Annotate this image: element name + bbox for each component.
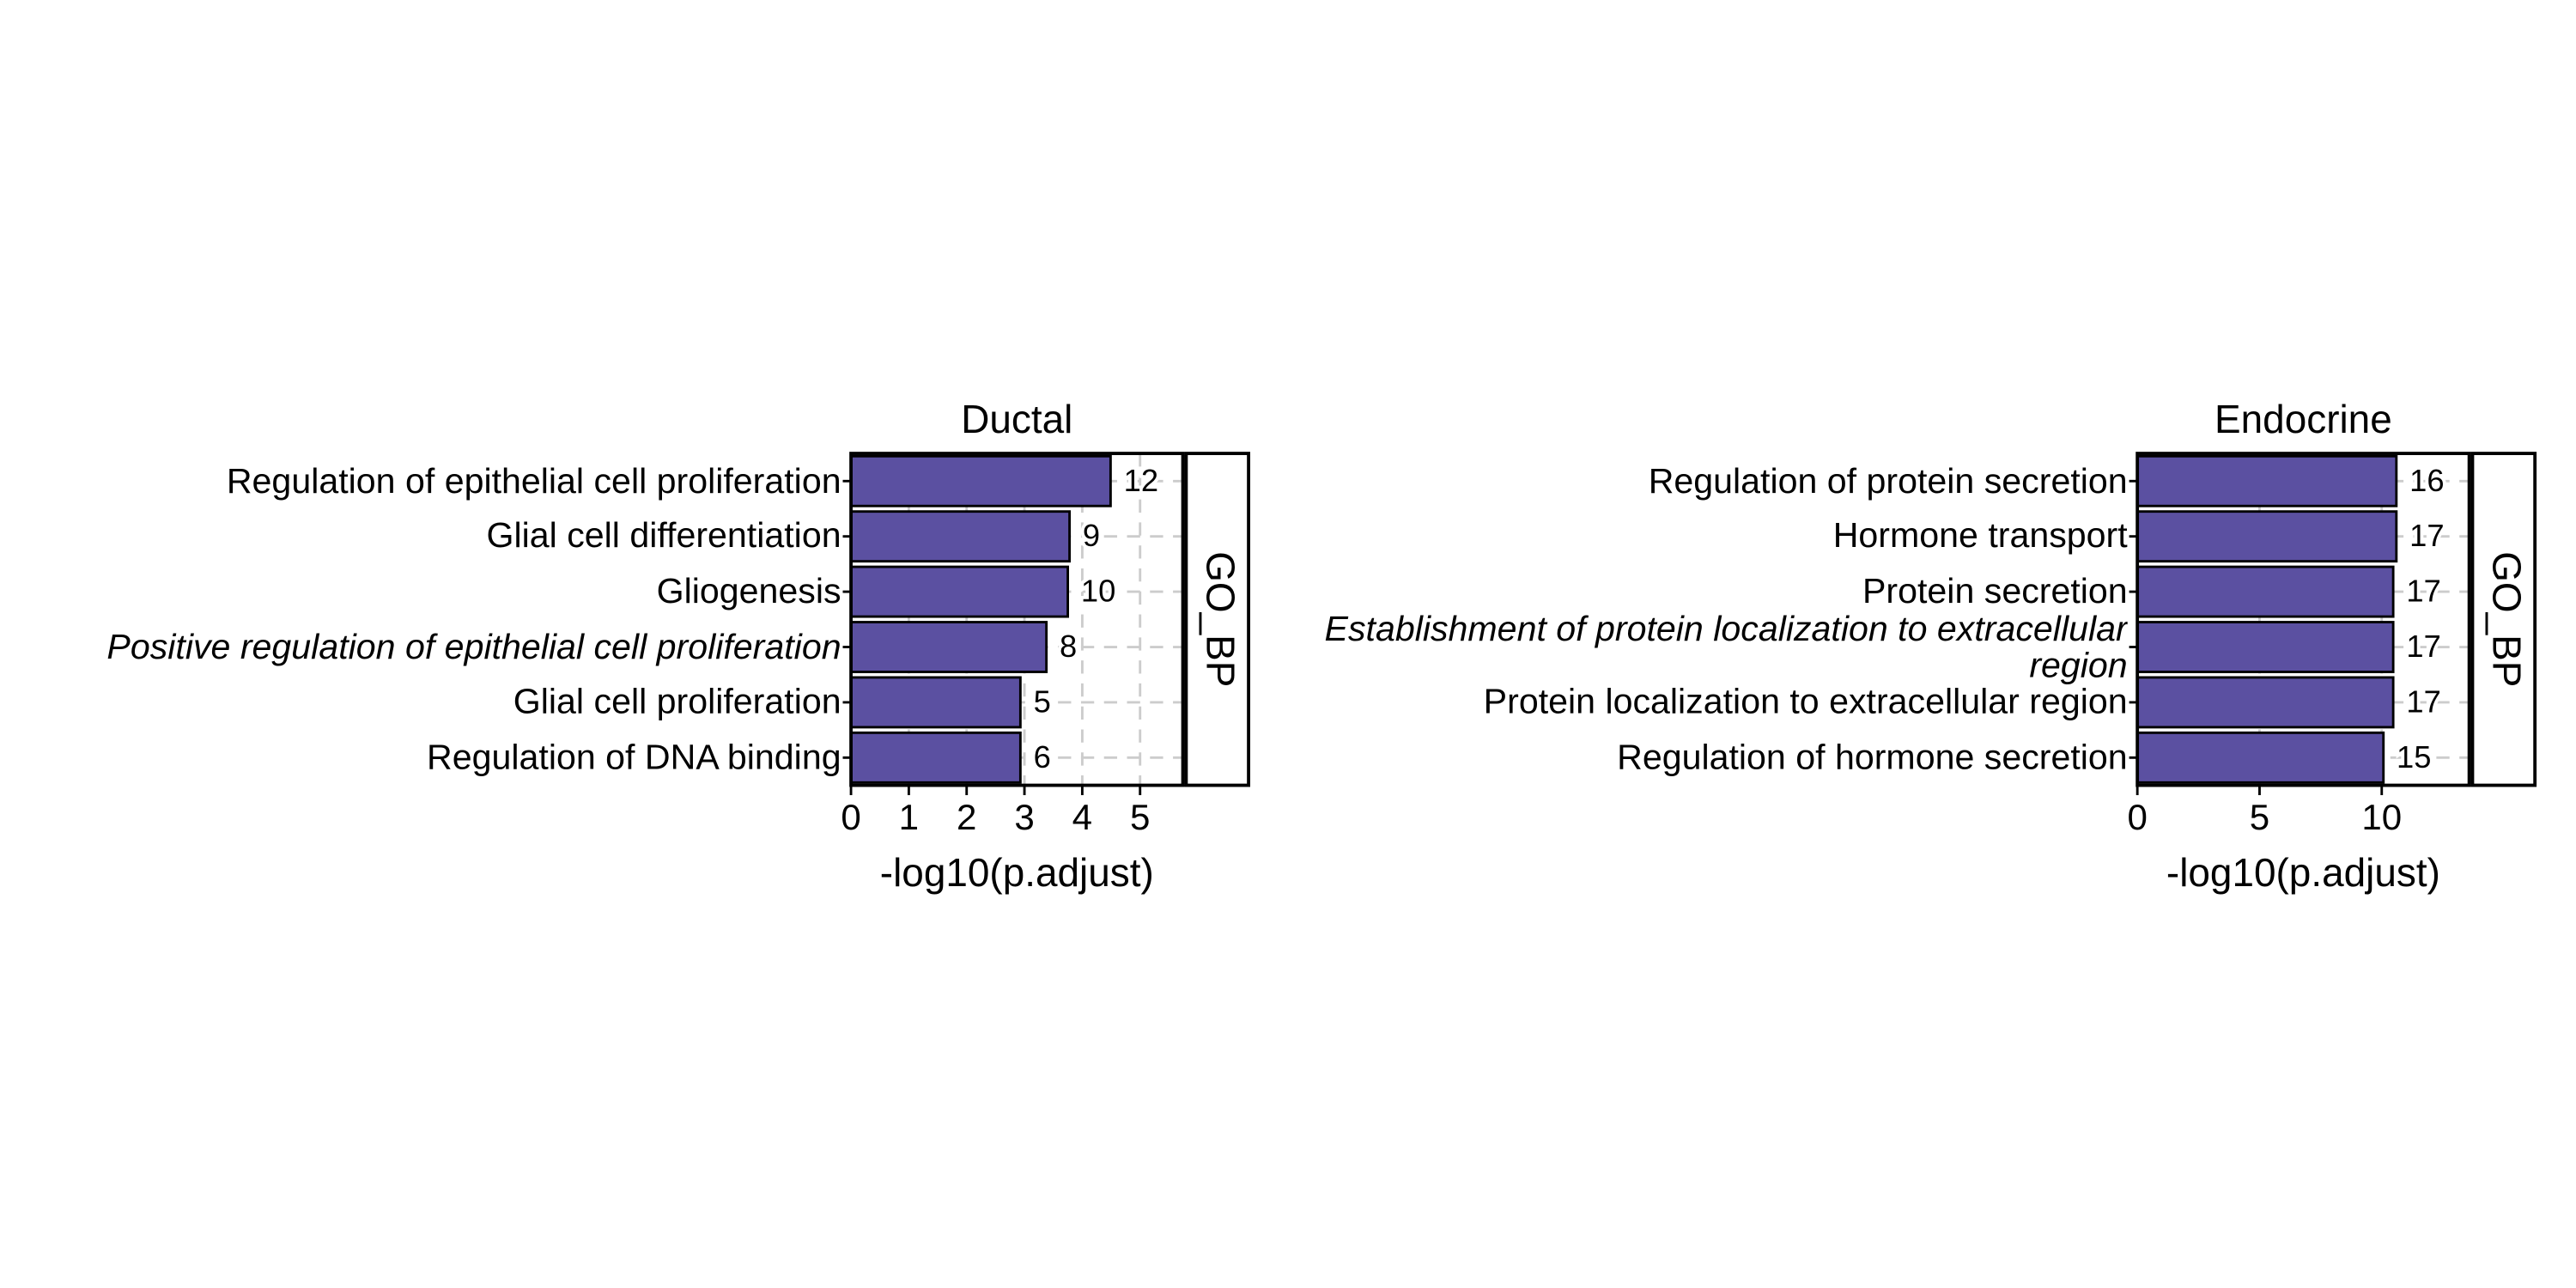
chart-title: Endocrine [2215, 397, 2392, 441]
bar [2136, 510, 2398, 563]
bar [849, 621, 1048, 673]
count-label: 17 [2406, 574, 2440, 609]
bar [849, 676, 1022, 729]
category-label-box: Regulation of protein secretion [1306, 426, 2128, 537]
count-label: 6 [1034, 739, 1051, 775]
y-tick-label: Positive regulation of epithelial cell p… [106, 627, 841, 667]
category-label-box: Hormone transport [1306, 481, 2128, 592]
x-tick-label: 4 [1072, 797, 1092, 837]
panel-border [849, 452, 1185, 787]
category-label-wrap: Glial cell proliferation [69, 647, 841, 757]
count-label: 12 [1124, 463, 1158, 498]
y-tick-label: Establishment of protein localization to… [1324, 609, 2128, 685]
y-tick-label: Regulation of hormone secretion [1617, 738, 2128, 778]
bar [849, 731, 1022, 784]
facet-strip-label: GO_BP [1199, 551, 1243, 687]
count-label: 15 [2397, 739, 2431, 775]
category-label-wrap: Regulation of epithelial cell proliferat… [69, 426, 841, 537]
x-axis-title: -log10(p.adjust) [2166, 850, 2440, 895]
category-label-box: Protein secretion [1306, 537, 2128, 647]
category-label-box: Regulation of DNA binding [69, 702, 841, 813]
y-tick-label: Protein localization to extracellular re… [1483, 682, 2128, 722]
x-tick-label: 3 [1014, 797, 1034, 837]
category-label-wrap: Regulation of hormone secretion [1306, 702, 2128, 813]
y-tick-label: Glial cell differentiation [486, 516, 841, 556]
panel-border [2136, 452, 2471, 787]
x-tick-label: 2 [957, 797, 976, 837]
panel-background [851, 453, 1183, 786]
category-label-box: Protein localization to extracellular re… [1306, 647, 2128, 757]
y-tick-label: Glial cell proliferation [513, 682, 841, 722]
count-label: 16 [2409, 463, 2444, 498]
x-tick-label: 10 [2361, 797, 2402, 837]
bar [849, 565, 1069, 618]
category-label-wrap: Regulation of DNA binding [69, 702, 841, 813]
facet-strip-label: GO_BP [2485, 551, 2530, 687]
y-tick-label: Regulation of DNA binding [427, 738, 841, 778]
category-label-wrap: Establishment of protein localization to… [1306, 592, 2128, 702]
x-axis-title: -log10(p.adjust) [880, 850, 1154, 895]
count-label: 17 [2409, 518, 2444, 553]
category-label-box: Regulation of hormone secretion [1306, 702, 2128, 813]
x-tick-label: 0 [2127, 797, 2147, 837]
category-label-box: Glial cell proliferation [69, 647, 841, 757]
x-tick-label: 5 [1130, 797, 1150, 837]
category-label-wrap: Regulation of protein secretion [1306, 426, 2128, 537]
bar [2136, 565, 2395, 618]
y-tick-label: Regulation of protein secretion [1648, 461, 2128, 501]
count-label: 8 [1060, 629, 1077, 664]
category-label-box: Glial cell differentiation [69, 481, 841, 592]
bar [849, 510, 1072, 563]
category-label-box: Establishment of protein localization to… [1306, 592, 2128, 702]
x-tick-label: 0 [841, 797, 860, 837]
category-label-wrap: Glial cell differentiation [69, 481, 841, 592]
bar [849, 454, 1112, 507]
x-tick-label: 1 [899, 797, 919, 837]
facet-strip [1184, 452, 1250, 787]
category-label-wrap: Protein localization to extracellular re… [1306, 647, 2128, 757]
category-label-wrap: Positive regulation of epithelial cell p… [69, 592, 841, 702]
count-label: 10 [1081, 574, 1115, 609]
count-label: 17 [2406, 683, 2440, 719]
category-label-box: Regulation of epithelial cell proliferat… [69, 426, 841, 537]
count-label: 17 [2406, 629, 2440, 664]
y-tick-label: Regulation of epithelial cell proliferat… [226, 461, 841, 501]
category-label-wrap: Protein secretion [1306, 537, 2128, 647]
y-tick-label: Hormone transport [1832, 516, 2128, 556]
count-label: 5 [1034, 683, 1051, 719]
facet-strip [2470, 452, 2537, 787]
bar [2136, 731, 2385, 784]
category-label-box: Gliogenesis [69, 537, 841, 647]
count-label: 9 [1083, 518, 1100, 553]
category-label-wrap: Gliogenesis [69, 537, 841, 647]
bar [2136, 676, 2395, 729]
bar [2136, 454, 2398, 507]
category-label-wrap: Hormone transport [1306, 481, 2128, 592]
y-tick-label: Gliogenesis [656, 572, 841, 612]
panel-background [2137, 453, 2470, 786]
category-label-box: Positive regulation of epithelial cell p… [69, 592, 841, 702]
bar [2136, 621, 2395, 673]
x-tick-label: 5 [2250, 797, 2269, 837]
chart-title: Ductal [961, 397, 1072, 441]
y-tick-label: Protein secretion [1862, 572, 2128, 612]
